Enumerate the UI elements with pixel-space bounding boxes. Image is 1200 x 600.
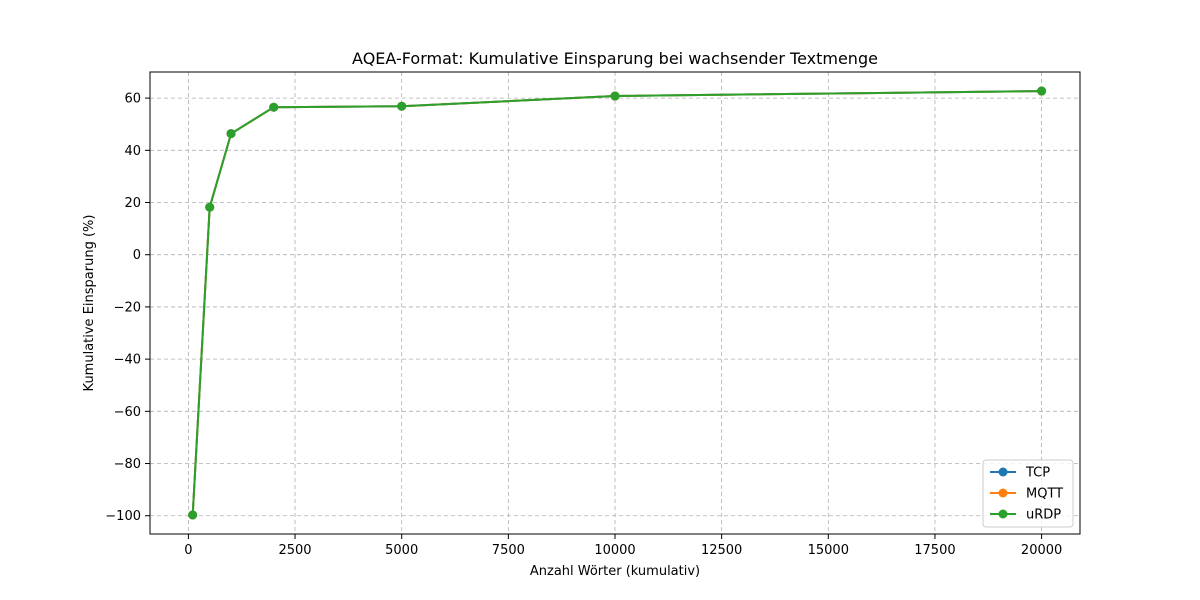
x-tick-label: 12500 xyxy=(701,543,742,558)
x-tick-label: 7500 xyxy=(492,543,525,558)
legend-label-tcp: TCP xyxy=(1025,466,1050,481)
x-tick-label: 0 xyxy=(184,543,192,558)
legend-marker-tcp xyxy=(998,467,1008,477)
data-point-urdp xyxy=(269,102,279,112)
y-axis: −100 −80 −60 −40 −20 0 20 40 60 xyxy=(105,92,150,524)
y-tick-label: −80 xyxy=(114,457,141,472)
data-point-urdp xyxy=(610,91,620,101)
data-point-urdp xyxy=(226,129,236,139)
series-line-urdp xyxy=(191,90,1042,515)
x-tick-label: 20000 xyxy=(1021,543,1062,558)
grid-lines xyxy=(150,72,1080,534)
legend-marker-urdp xyxy=(998,509,1008,519)
y-tick-label: −20 xyxy=(114,300,141,315)
legend-label-mqtt: MQTT xyxy=(1026,487,1063,502)
x-axis-label: Anzahl Wörter (kumulativ) xyxy=(530,564,700,579)
series-line-tcp xyxy=(191,90,1042,515)
y-tick-label: 60 xyxy=(124,92,141,107)
y-tick-label: 20 xyxy=(124,196,141,211)
data-point-urdp xyxy=(188,510,198,520)
y-axis-label: Kumulative Einsparung (%) xyxy=(82,215,97,392)
y-tick-label: 0 xyxy=(133,248,141,263)
x-tick-label: 10000 xyxy=(594,543,635,558)
legend: TCP MQTT uRDP xyxy=(982,459,1074,528)
legend-label-urdp: uRDP xyxy=(1026,508,1061,523)
data-point-urdp xyxy=(205,202,215,212)
y-tick-label: 40 xyxy=(124,144,141,159)
chart-title: AQEA-Format: Kumulative Einsparung bei w… xyxy=(352,49,878,68)
y-tick-label: −60 xyxy=(114,405,141,420)
x-tick-label: 17500 xyxy=(914,543,955,558)
series-line-mqtt xyxy=(191,90,1042,515)
x-tick-label: 2500 xyxy=(278,543,311,558)
data-point-urdp xyxy=(397,101,407,111)
series-layer xyxy=(188,86,1047,520)
x-tick-label: 5000 xyxy=(385,543,418,558)
x-axis: 0 2500 5000 7500 10000 12500 15000 17500 20000 xyxy=(184,534,1062,558)
y-tick-label: −40 xyxy=(114,353,141,368)
data-point-urdp xyxy=(1037,86,1047,96)
x-tick-label: 15000 xyxy=(808,543,849,558)
y-tick-label: −100 xyxy=(105,509,141,524)
legend-marker-mqtt xyxy=(998,488,1008,498)
legend-box xyxy=(982,459,1074,528)
